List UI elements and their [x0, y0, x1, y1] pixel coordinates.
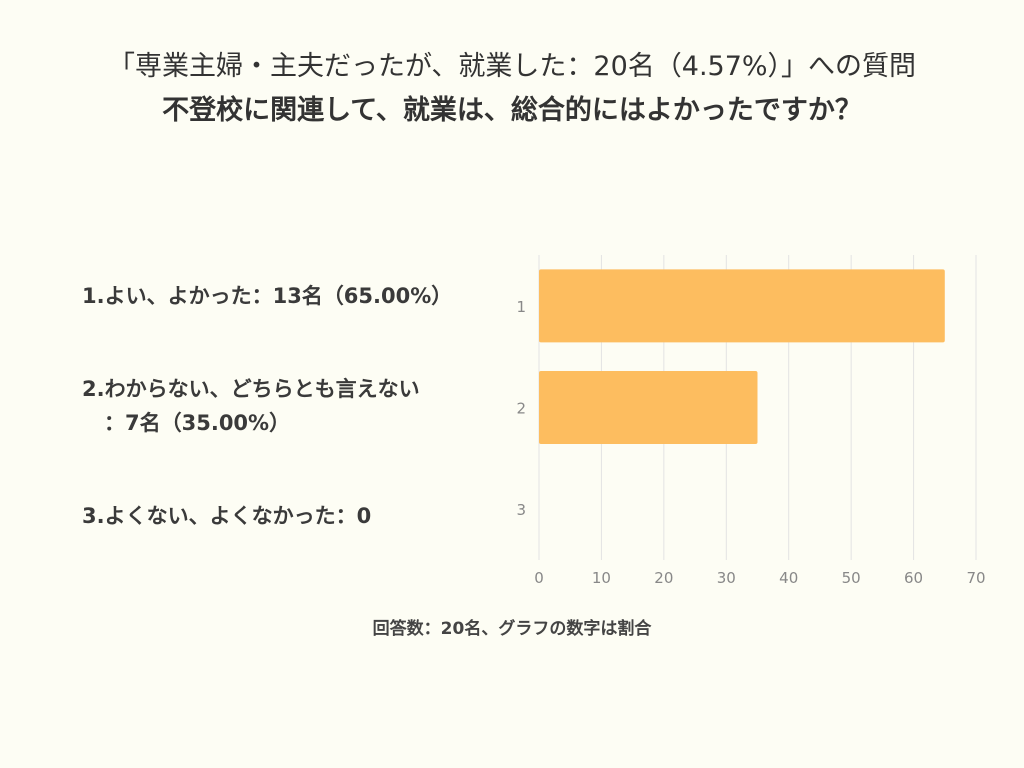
x-tick-label-0: 0 [534, 569, 544, 587]
category-label-1-line1: 1.よい、よかった：13名（65.00%） [82, 284, 453, 308]
y-tick-label-2: 2 [516, 400, 526, 418]
x-tick-label-10: 10 [592, 569, 611, 587]
x-tick-label-40: 40 [779, 569, 798, 587]
category-label-2: 2.わからない、どちらとも言えない ：7名（35.00%） [82, 372, 420, 440]
category-label-2-line2: ：7名（35.00%） [104, 411, 291, 435]
category-label-2-line1: 2.わからない、どちらとも言えない [82, 377, 420, 401]
y-tick-label-1: 1 [516, 298, 526, 316]
category-label-1: 1.よい、よかった：13名（65.00%） [82, 279, 452, 313]
x-tick-label-30: 30 [717, 569, 736, 587]
y-tick-label-3: 3 [516, 501, 526, 519]
x-tick-label-60: 60 [904, 569, 923, 587]
x-tick-label-20: 20 [654, 569, 673, 587]
bar-2 [539, 371, 758, 444]
x-tick-label-50: 50 [842, 569, 861, 587]
category-label-3-line1: 3.よくない、よくなかった：0 [82, 504, 372, 528]
chart-title: 「専業主婦・主夫だったが、就業した：20名（4.57%）」への質問 [107, 51, 917, 82]
category-label-3: 3.よくない、よくなかった：0 [82, 499, 371, 533]
chart-subtitle: 不登校に関連して、就業は、総合的にはよかったですか？ [162, 95, 862, 126]
x-tick-label-70: 70 [966, 569, 985, 587]
bar-1 [539, 269, 945, 343]
footnote: 回答数：20名、グラフの数字は割合 [372, 619, 652, 639]
